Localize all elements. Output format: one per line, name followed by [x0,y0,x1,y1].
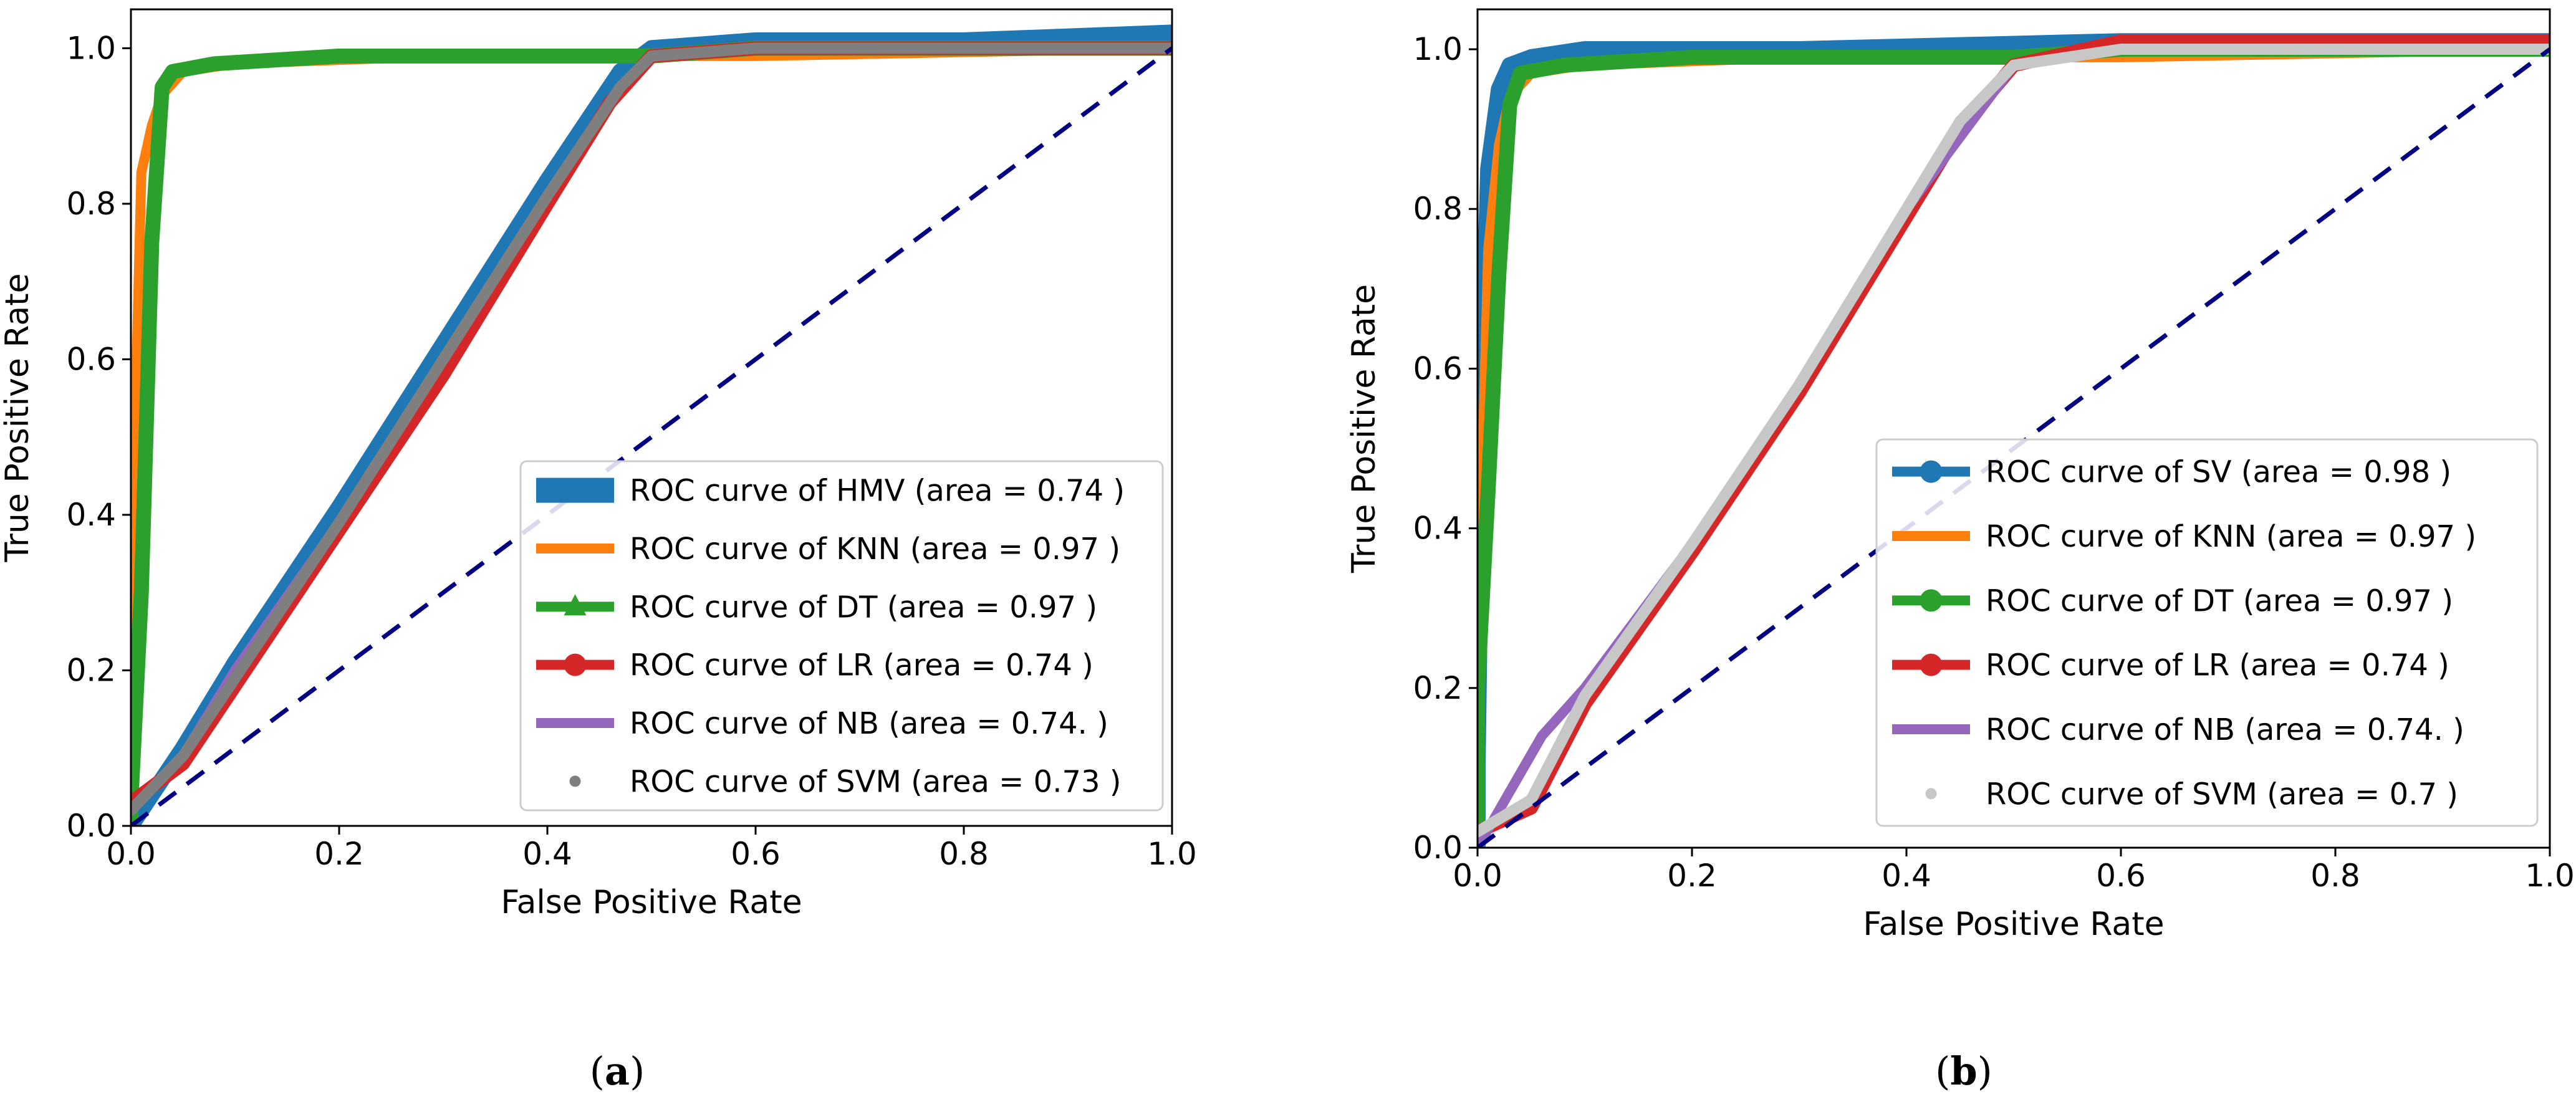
roc-line-svm [131,42,1172,816]
x-tick-label: 0.0 [106,836,156,872]
roc-line-svm [1478,44,2550,838]
legend-marker-sv [1920,460,1943,483]
legend-marker-lr [1920,653,1943,676]
y-axis-label: True Positive Rate [0,273,36,562]
x-axis-label: False Positive Rate [1863,906,2164,943]
legend-marker-lr [564,653,587,676]
legend-label-sv: ROC curve of SV (area = 0.98 ) [1986,455,2451,490]
x-tick-label: 0.2 [1667,858,1717,894]
plot-area-a [131,24,1172,826]
x-tick-label: 0.8 [2310,858,2360,894]
x-tick-label: 0.4 [1882,858,1931,894]
legend-label-dt: ROC curve of DT (area = 0.97 ) [630,590,1097,625]
roc-line-chance [131,46,1172,826]
legend-label-svm: ROC curve of SVM (area = 0.73 ) [630,764,1122,799]
legend-label-nb: ROC curve of NB (area = 0.74. ) [630,706,1108,741]
legend-marker-dt [1920,589,1943,612]
x-tick-label: 0.6 [731,836,781,872]
legend-box [519,460,1164,812]
x-tick-label: 0.8 [939,836,989,872]
legend-label-lr: ROC curve of LR (area = 0.74 ) [630,648,1093,683]
panel-a-caption: (a) [590,1048,645,1094]
y-tick-label: 1.0 [1413,31,1463,67]
y-tick-label: 0.8 [1413,191,1463,227]
legend-label-knn: ROC curve of KNN (area = 0.97 ) [630,532,1120,567]
x-tick-label: 0.0 [1453,858,1502,894]
legend-box [1875,438,2539,827]
y-tick-label: 0.0 [1413,830,1463,866]
y-tick-label: 0.6 [1413,350,1463,386]
y-tick-label: 0.0 [66,808,116,844]
axes-frame [1476,8,2551,849]
x-tick-label: 0.6 [2096,858,2146,894]
legend-label-lr: ROC curve of LR (area = 0.74 ) [1986,648,2449,683]
legend-marker-svm [1925,788,1937,800]
x-tick-label: 0.4 [522,836,572,872]
x-tick-label: 1.0 [2525,858,2575,894]
legend-label-dt: ROC curve of DT (area = 0.97 ) [1986,583,2453,618]
y-tick-label: 1.0 [66,30,116,66]
panel-b-caption: (b) [1935,1048,1992,1094]
y-tick-label: 0.2 [66,652,116,688]
y-axis-label: True Positive Rate [1345,284,1383,573]
x-tick-label: 0.2 [314,836,364,872]
legend-marker-svm [569,775,581,787]
y-tick-label: 0.2 [1413,670,1463,706]
legend: ROC curve of SV (area = 0.98 ) ROC curve … [1875,438,2539,827]
y-tick-label: 0.4 [1413,510,1463,547]
x-tick-label: 1.0 [1147,836,1197,872]
axes-frame [130,8,1173,827]
legend-label-svm: ROC curve of SVM (area = 0.7 ) [1986,777,2458,812]
y-tick-label: 0.6 [66,341,116,377]
legend-label-knn: ROC curve of KNN (area = 0.97 ) [1986,519,2476,554]
legend-marker-dt [564,594,587,616]
plot-area-b [1478,33,2550,848]
roc-panel-b: 0.0 0.2 0.4 0.6 0.8 1.0 0.0 0.2 0.4 0.6 0.8 1.0 Fals… [1345,8,2575,943]
legend: ROC curve of HMV (area = 0.74 ) ROC curve… [519,460,1164,812]
y-tick-label: 0.4 [66,497,116,533]
legend-label-hmv: ROC curve of HMV (area = 0.74 ) [630,474,1125,509]
x-axis-label: False Positive Rate [501,884,802,921]
y-tick-label: 0.8 [66,186,116,222]
roc-panel-a: 0.0 0.2 0.4 0.6 0.8 1.0 0.0 0.2 0.4 0.6 0.8 1.0 Fals… [0,8,1197,921]
legend-label-nb: ROC curve of NB (area = 0.74. ) [1986,712,2464,747]
